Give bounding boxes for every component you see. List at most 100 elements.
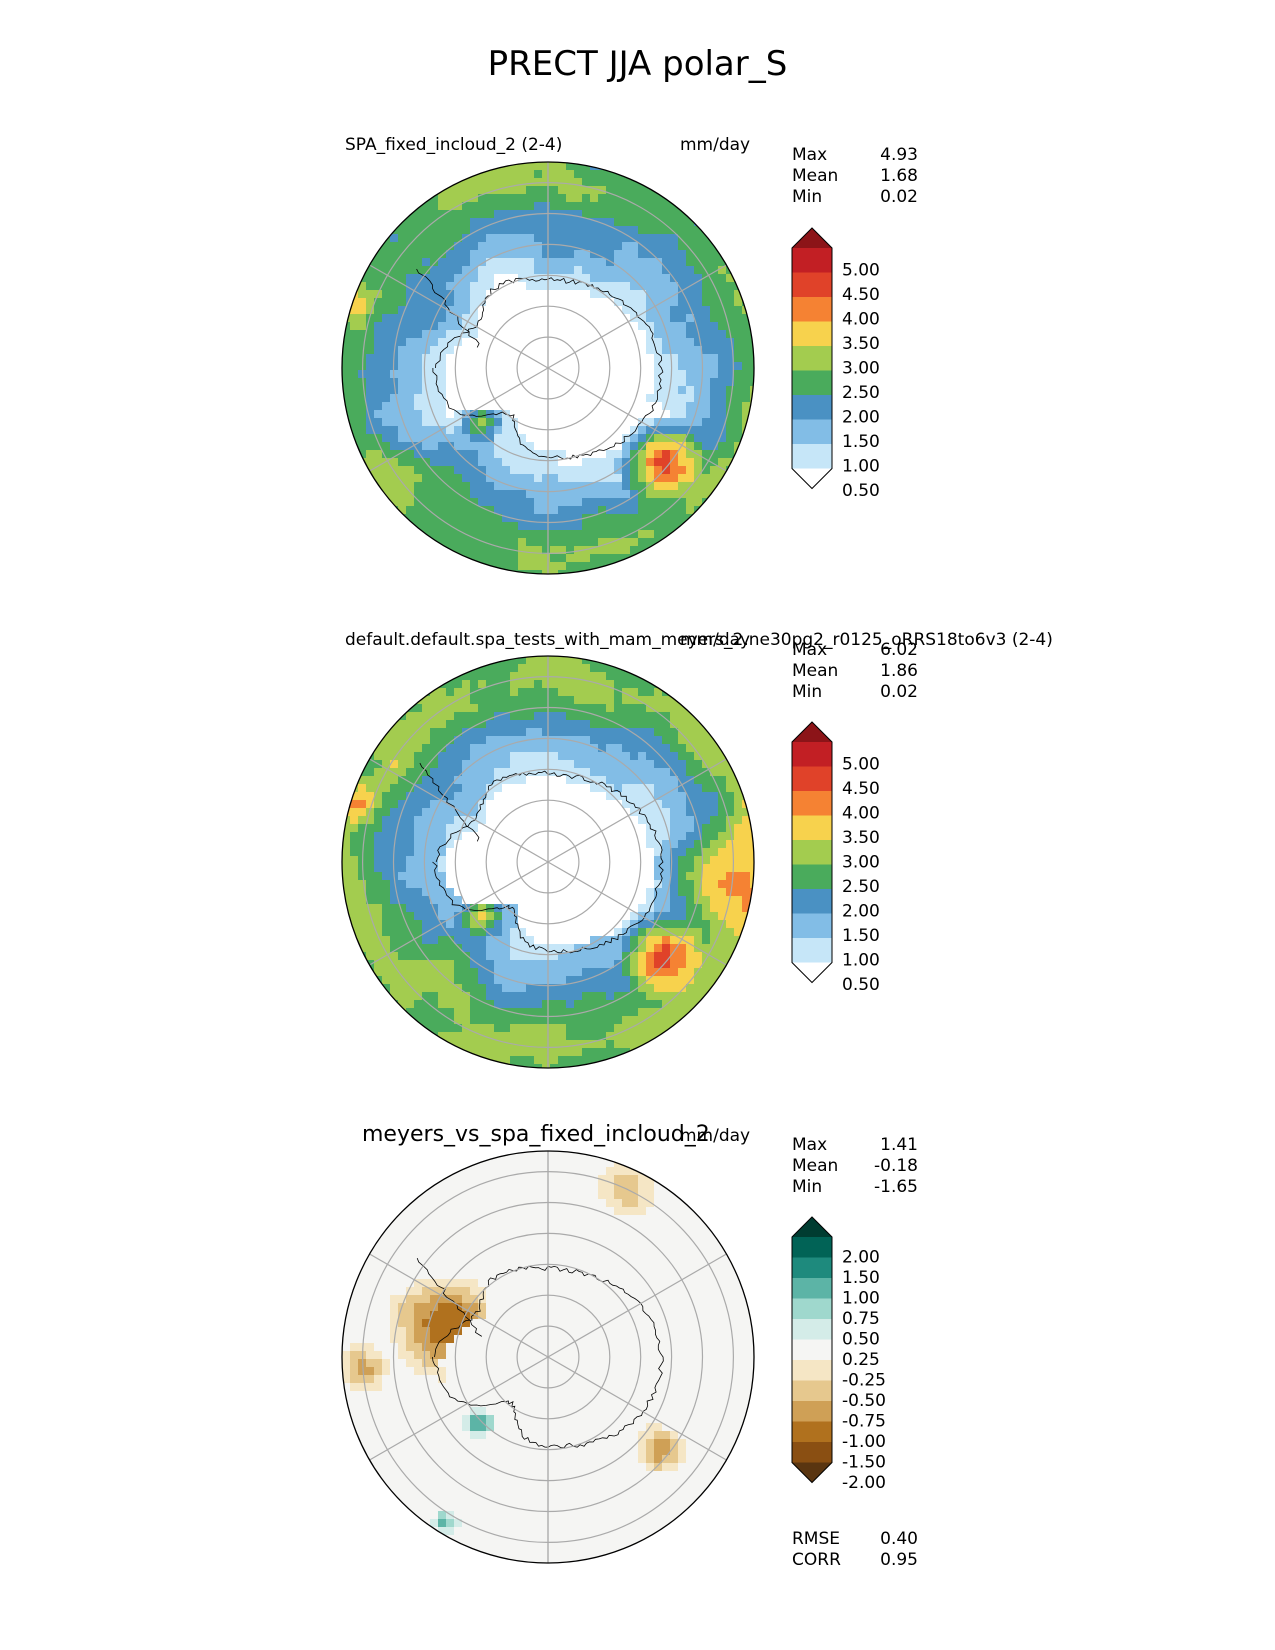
map-cell [646,298,655,307]
map-cell [734,346,743,355]
map-cell [598,466,607,475]
map-cell [398,848,407,857]
map-cell [614,1191,623,1200]
map-cell [718,362,727,371]
map-cell [366,856,375,865]
map-cell [582,1000,591,1009]
map-cell [694,346,703,355]
map-cell [470,258,479,267]
map-cell [622,1000,631,1009]
map-cell [494,570,503,574]
map-cell [374,744,383,753]
map-cell [494,816,503,825]
map-cell [542,656,551,665]
map-cell [438,370,447,379]
map-cell [510,402,519,411]
map-cell [694,864,703,873]
map-cell [542,1215,551,1224]
map-cell [406,354,415,363]
map-cell [566,466,575,475]
map-cell [646,752,655,761]
map-cell [486,210,495,219]
map-cell [710,848,719,857]
map-cell [542,864,551,873]
map-cell [582,872,591,881]
map-cell [614,218,623,227]
map-cell [478,1207,487,1216]
map-cell [734,896,743,905]
map-cell [478,728,487,737]
map-cell [630,1032,639,1041]
map-cell [486,784,495,793]
map-cell [550,194,559,203]
map-cell [614,458,623,467]
map-cell [622,362,631,371]
map-cell [454,664,463,673]
map-cell [694,298,703,307]
map-cell [414,418,423,427]
map-cell [366,952,375,961]
map-cell [470,928,479,937]
map-cell [454,920,463,929]
map-cell [462,944,471,953]
map-cell [606,1048,615,1057]
map-cell [646,880,655,889]
map-cell [606,274,615,283]
map-cell [598,554,607,563]
map-cell [518,792,527,801]
map-cell [526,888,535,897]
map-cell [414,752,423,761]
map-cell [566,912,575,921]
map-cell [422,824,431,833]
map-cell [518,506,527,515]
map-cell [510,1024,519,1033]
map-cell [694,888,703,897]
map-cell [574,554,583,563]
map-cell [542,1008,551,1017]
map-cell [366,904,375,913]
map-cell [422,704,431,713]
map-cell [462,226,471,235]
map-cell [446,920,455,929]
map-cell [646,354,655,363]
map-cell [486,992,495,1001]
map-cell [454,546,463,555]
map-cell [582,330,591,339]
map-cell [486,1016,495,1025]
map-cell [558,976,567,985]
stat-mean-label: Mean [792,166,839,186]
map-cell [670,792,679,801]
map-cell [622,832,631,841]
map-cell [390,888,399,897]
map-cell [342,896,351,905]
map-cell [670,992,679,1001]
map-cell [574,896,583,905]
map-cell [646,816,655,825]
map-cell [494,1032,503,1041]
map-cell [694,976,703,985]
map-cell [742,936,751,945]
map-cell [558,378,567,387]
map-cell [614,386,623,395]
map-cell [454,832,463,841]
map-cell [406,498,415,507]
map-boundary [341,161,755,575]
map-cell [662,418,671,427]
map-cell [558,744,567,753]
map-cell [470,704,479,713]
map-cell [574,362,583,371]
map-cell [686,744,695,753]
map-cell [446,538,455,547]
map-cell [366,880,375,889]
map-cell [566,808,575,817]
map-cell [702,848,711,857]
map-cell [558,258,567,267]
map-cell [662,522,671,531]
map-cell [630,514,639,523]
map-cell [422,218,431,227]
map-cell [494,538,503,547]
map-cell [598,664,607,673]
map-cell [478,466,487,475]
map-cell [702,1223,711,1232]
map-cell [590,330,599,339]
